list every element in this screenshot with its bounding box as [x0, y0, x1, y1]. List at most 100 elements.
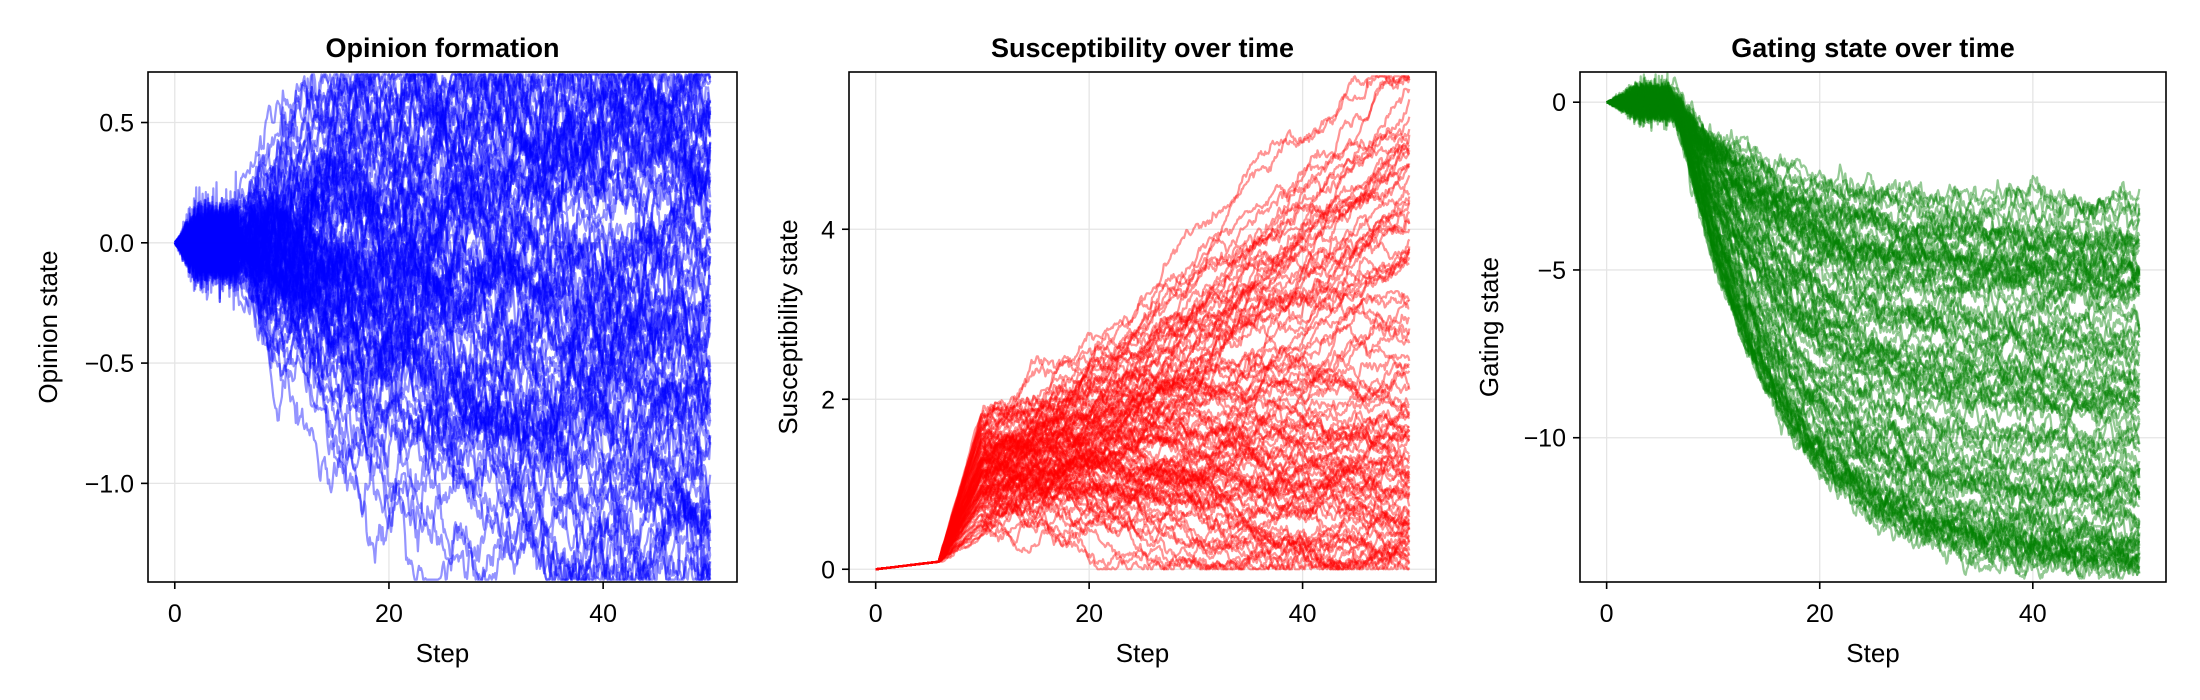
series-line — [875, 463, 1411, 571]
series-group — [1606, 72, 2141, 580]
series-line — [1606, 89, 2140, 577]
series-line — [174, 203, 712, 581]
series-line — [174, 73, 712, 294]
series-line — [875, 75, 1411, 571]
series-line — [174, 212, 711, 521]
series-line — [174, 73, 712, 415]
series-line — [174, 147, 712, 518]
series-line — [174, 73, 712, 315]
series-line — [174, 139, 712, 354]
series-line — [1606, 88, 2141, 564]
series-line — [173, 89, 712, 328]
series-line — [875, 248, 1411, 571]
series-line — [174, 158, 712, 400]
series-line — [875, 327, 1411, 571]
series-line — [875, 411, 1411, 571]
series-line — [875, 413, 1411, 571]
panel-1: 0 20 40 −1.0 −0.5 0.0 0.5 Opinion formation Step… — [33, 33, 738, 668]
series-line — [1606, 82, 2141, 424]
panel-2: 0 20 40 0 2 4 Susceptibility over time Step Susc… — [773, 33, 1437, 668]
series-line — [174, 120, 712, 359]
series-line — [875, 478, 1411, 571]
series-line — [875, 194, 1411, 571]
series-line — [875, 457, 1410, 571]
series-line — [1606, 85, 2141, 350]
series-line — [1606, 88, 2141, 488]
series-line — [173, 193, 712, 581]
series-line — [1606, 84, 2141, 266]
series-line — [875, 493, 1411, 571]
series-line — [875, 443, 1410, 571]
series-line — [1606, 84, 2141, 257]
series-line — [174, 108, 712, 342]
series-line — [174, 73, 712, 359]
series-line — [1606, 89, 2141, 331]
series-line — [1606, 88, 2141, 479]
series-line — [875, 456, 1411, 571]
series-line — [1606, 86, 2140, 311]
series-line — [875, 361, 1411, 571]
x-tick-label: 40 — [589, 600, 617, 628]
plot-frame — [147, 71, 738, 583]
series-line — [174, 104, 712, 392]
series-line — [174, 73, 712, 283]
series-group — [875, 75, 1411, 571]
series-line — [875, 492, 1411, 571]
series-line — [875, 451, 1411, 571]
series-line — [1606, 83, 2141, 259]
series-line — [1606, 84, 2141, 400]
series-line — [875, 393, 1411, 571]
series-line — [1606, 84, 2141, 486]
series-line — [875, 405, 1411, 571]
series-line — [174, 142, 712, 461]
x-tick-label: 40 — [1289, 600, 1317, 628]
series-line — [1606, 81, 2141, 414]
series-line — [875, 164, 1410, 571]
series-line — [1606, 83, 2141, 522]
series-line — [173, 211, 712, 452]
series-line — [875, 434, 1411, 571]
x-tick-label: 20 — [1806, 600, 1834, 628]
series-line — [1606, 85, 2141, 571]
y-tick-label: 2 — [821, 386, 835, 414]
y-tick-label: 0 — [1552, 89, 1566, 117]
series-line — [1606, 82, 2141, 362]
series-line — [174, 73, 712, 301]
series-line — [1606, 84, 2141, 492]
series-line — [1606, 90, 2141, 532]
series-line — [875, 397, 1411, 571]
series-line — [875, 301, 1410, 571]
series-line — [875, 464, 1411, 571]
series-line — [174, 161, 712, 433]
series-line — [174, 73, 712, 270]
series-line — [875, 407, 1411, 571]
series-line — [875, 75, 1411, 571]
series-line — [174, 190, 712, 581]
series-line — [1606, 81, 2141, 315]
series-line — [875, 200, 1411, 571]
series-line — [875, 220, 1411, 571]
series-line — [174, 73, 712, 414]
series-line — [1606, 88, 2141, 515]
series-line — [174, 191, 711, 330]
series-line — [1606, 83, 2141, 538]
series-line — [1606, 81, 2141, 554]
plot-frame — [848, 71, 1437, 583]
series-line — [1606, 75, 2141, 401]
series-line — [875, 476, 1411, 571]
series-line — [174, 73, 712, 355]
series-line — [875, 413, 1411, 571]
series-line — [1606, 87, 2141, 291]
series-line — [174, 209, 712, 531]
series-line — [875, 370, 1411, 571]
series-line — [174, 171, 712, 534]
series-line — [875, 426, 1411, 571]
series-line — [174, 141, 712, 427]
series-line — [875, 147, 1410, 571]
series-group — [173, 73, 712, 581]
series-line — [1606, 81, 2141, 559]
series-line — [875, 492, 1410, 571]
y-tick-label: 4 — [821, 216, 835, 244]
series-line — [875, 379, 1411, 571]
